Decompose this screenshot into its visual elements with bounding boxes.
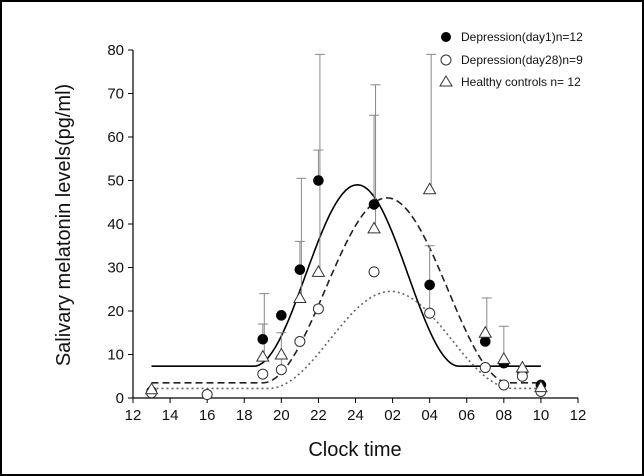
data-point-day1 [257,333,269,345]
x-tick-label: 04 [421,407,438,424]
data-point-day28 [424,307,436,319]
data-point-day28 [257,368,269,380]
x-tick-label: 06 [458,407,475,424]
data-point-day1 [368,199,380,210]
x-tick-label: 24 [347,407,364,424]
data-point-day1 [294,264,306,275]
data-point-day1 [479,336,491,347]
y-tick-label: 60 [107,129,124,146]
legend-marker-healthy [439,75,453,87]
x-tick-label: 08 [495,407,512,424]
legend: Depression(day1)n=12 Depression(day28)n=… [439,30,583,89]
legend-label-day1: Depression(day1)n=12 [461,30,583,44]
data-point-day28 [294,335,306,347]
data-point-day28 [368,266,380,278]
x-tick-label: 20 [273,407,290,424]
fit-curve-series-0 [151,183,541,368]
fit-curve-series-2 [151,197,541,384]
x-axis-title: Clock time [308,439,401,461]
legend-label-healthy: Healthy controls n= 12 [461,75,581,89]
data-point-healthy [478,325,493,338]
y-axis-title: Salivary melatonin levels(pg/ml) [53,84,75,366]
data-point-healthy [422,182,437,195]
data-point-healthy [515,360,530,373]
legend-marker-day28 [440,54,452,66]
x-tick-label: 10 [533,407,550,424]
y-tick-label: 50 [107,173,124,190]
y-tick-label: 0 [116,390,124,407]
data-point-healthy [367,221,381,234]
y-tick-label: 20 [107,303,124,320]
data-point-healthy [255,349,270,362]
y-tick-label: 30 [107,260,124,277]
data-point-day28 [201,389,213,401]
legend-label-day28: Depression(day28)n=9 [461,53,583,67]
y-tick-label: 40 [107,216,124,233]
data-point-day28 [312,303,324,315]
data-point-day1 [424,279,435,291]
data-point-healthy [311,264,326,277]
x-tick-label: 18 [236,407,253,424]
data-point-day28 [275,364,287,376]
x-tick-label: 16 [199,407,216,424]
x-tick-label: 12 [570,407,587,424]
data-point-day1 [313,175,324,186]
data-point-day28 [498,379,510,391]
data-point-healthy [144,382,159,395]
data-point-day28 [516,370,528,382]
data-point-day28 [479,362,491,374]
x-tick-label: 14 [162,407,179,424]
data-point-healthy [293,290,307,303]
y-tick-label: 70 [107,86,124,103]
x-tick-label: 22 [310,407,327,424]
y-tick-label: 10 [107,347,124,364]
data-point-healthy [496,351,511,364]
data-point-day1 [276,310,287,321]
legend-marker-day1 [441,32,451,42]
x-tick-label: 02 [384,407,401,424]
fit-curve-series-1 [151,290,541,390]
data-point-healthy [274,347,289,360]
x-tick-label: 12 [125,407,142,424]
y-tick-label: 80 [107,42,124,59]
data-point-healthy [534,380,548,393]
